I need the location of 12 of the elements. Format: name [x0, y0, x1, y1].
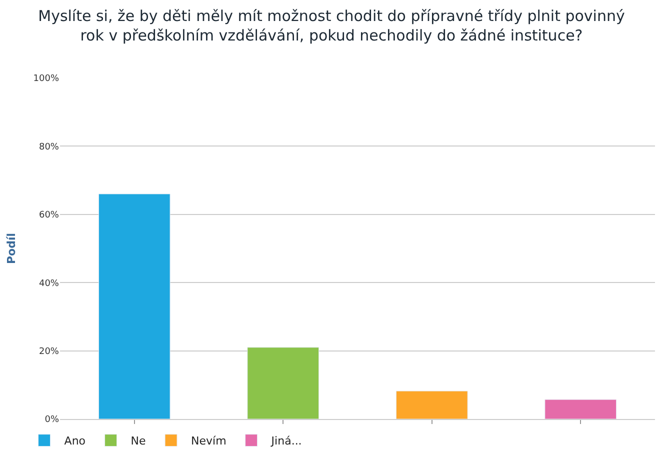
chart-title: Myslíte si, že by děti měly mít možnost chodit do přípravné třídy plnit povinný rok v předškolním vzdělávání, pokud nechodily do žádné instituce?: [38, 6, 625, 44]
legend-label: Ano: [64, 434, 86, 448]
legend-label: Jiná...: [270, 434, 302, 448]
y-tick-label: 80%: [38, 142, 60, 152]
y-tick-label: 40%: [38, 278, 60, 289]
y-tick-label: 60%: [38, 210, 60, 221]
legend-label: Nevím: [191, 434, 226, 448]
legend-label: Ne: [130, 434, 146, 448]
y-tick-label: 20%: [38, 346, 60, 357]
y-tick-label: 0%: [44, 415, 60, 426]
y-axis-title: Podíl: [4, 232, 18, 264]
y-tick-label: 100%: [33, 74, 60, 84]
